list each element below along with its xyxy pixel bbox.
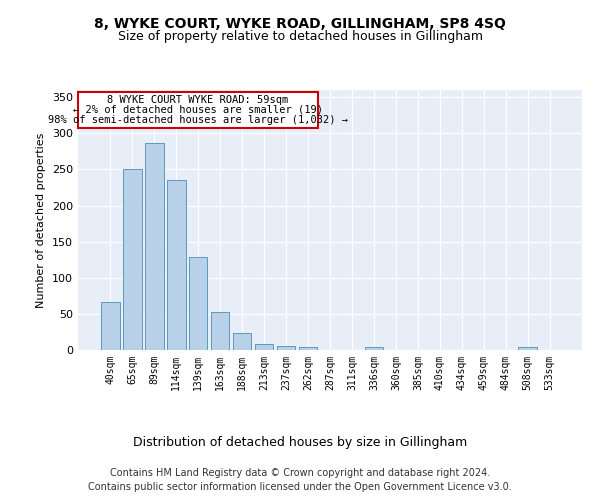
Bar [277, 346, 295, 350]
Bar [101, 302, 119, 350]
Text: 98% of semi-detached houses are larger (1,032) →: 98% of semi-detached houses are larger (… [48, 115, 348, 125]
Bar [123, 170, 142, 350]
Bar [518, 347, 537, 350]
Bar [365, 347, 383, 350]
Bar [167, 180, 185, 350]
Bar [299, 347, 317, 350]
Bar [255, 344, 274, 350]
Text: Size of property relative to detached houses in Gillingham: Size of property relative to detached ho… [118, 30, 482, 43]
Text: 8 WYKE COURT WYKE ROAD: 59sqm: 8 WYKE COURT WYKE ROAD: 59sqm [107, 95, 289, 105]
Y-axis label: Number of detached properties: Number of detached properties [37, 132, 46, 308]
Bar [233, 332, 251, 350]
Bar [189, 257, 208, 350]
Text: Contains public sector information licensed under the Open Government Licence v3: Contains public sector information licen… [88, 482, 512, 492]
Bar [145, 142, 164, 350]
Bar [211, 312, 229, 350]
Text: Distribution of detached houses by size in Gillingham: Distribution of detached houses by size … [133, 436, 467, 449]
Text: ← 2% of detached houses are smaller (19): ← 2% of detached houses are smaller (19) [73, 105, 323, 115]
Text: 8, WYKE COURT, WYKE ROAD, GILLINGHAM, SP8 4SQ: 8, WYKE COURT, WYKE ROAD, GILLINGHAM, SP… [94, 18, 506, 32]
Text: Contains HM Land Registry data © Crown copyright and database right 2024.: Contains HM Land Registry data © Crown c… [110, 468, 490, 477]
